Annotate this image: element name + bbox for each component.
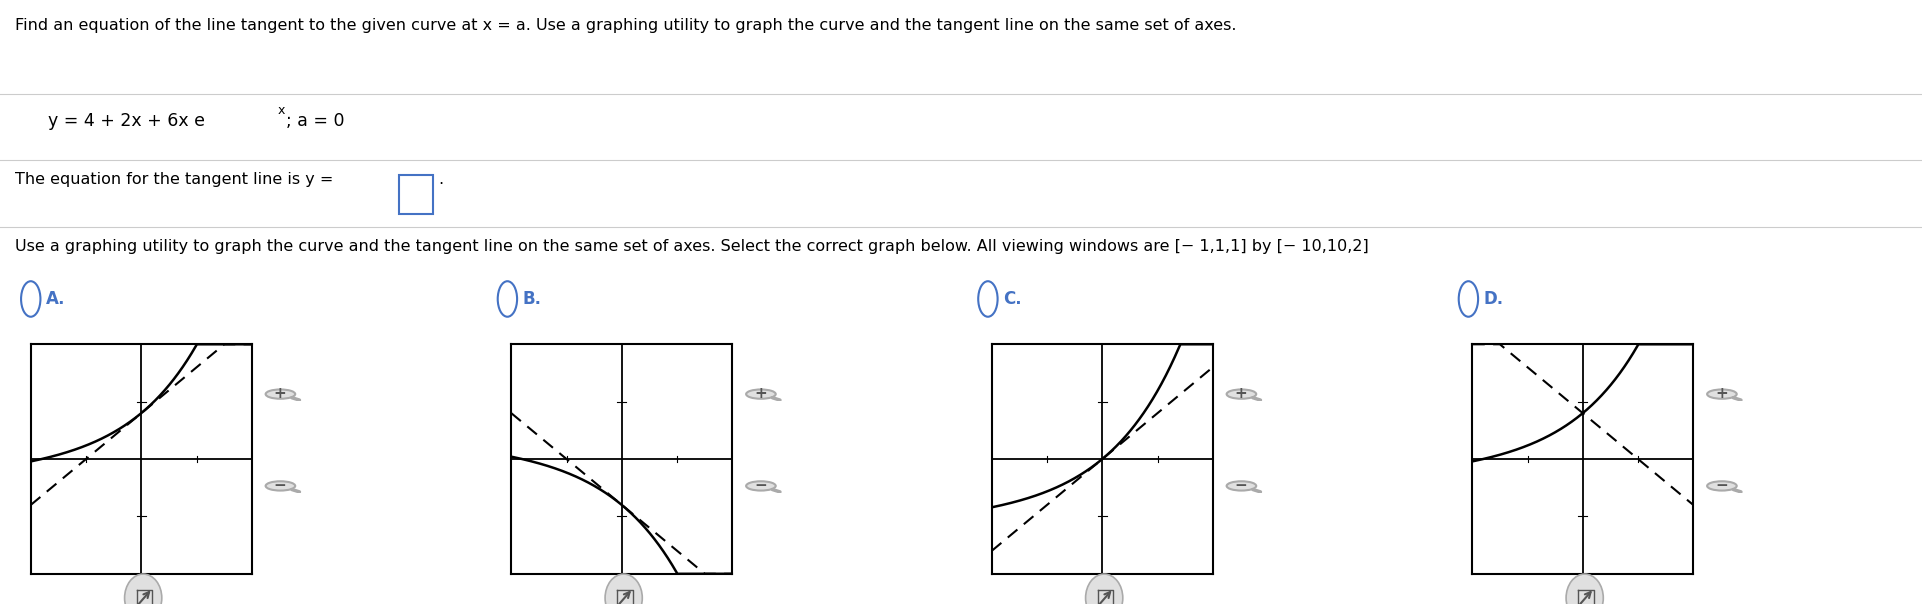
Circle shape: [1707, 390, 1737, 399]
Circle shape: [1226, 481, 1257, 490]
Text: −: −: [273, 478, 286, 493]
Text: Find an equation of the line tangent to the given curve at x = a. Use a graphing: Find an equation of the line tangent to …: [15, 18, 1238, 33]
Text: Use a graphing utility to graph the curve and the tangent line on the same set o: Use a graphing utility to graph the curv…: [15, 239, 1368, 254]
Text: B.: B.: [523, 290, 542, 308]
Text: C.: C.: [1003, 290, 1023, 308]
Circle shape: [265, 390, 296, 399]
Text: −: −: [1714, 478, 1728, 493]
Text: A.: A.: [46, 290, 65, 308]
Text: .: .: [438, 172, 444, 187]
Text: x: x: [279, 104, 284, 117]
Text: −: −: [1234, 478, 1247, 493]
Circle shape: [1566, 574, 1603, 604]
Circle shape: [605, 574, 642, 604]
Text: +: +: [273, 387, 286, 401]
Text: The equation for the tangent line is y =: The equation for the tangent line is y =: [15, 172, 334, 187]
Text: y = 4 + 2x + 6x e: y = 4 + 2x + 6x e: [48, 112, 206, 130]
Circle shape: [265, 481, 296, 490]
Circle shape: [1707, 481, 1737, 490]
Circle shape: [125, 574, 161, 604]
Text: +: +: [753, 387, 767, 401]
Circle shape: [746, 390, 776, 399]
Circle shape: [1226, 390, 1257, 399]
Text: ; a = 0: ; a = 0: [286, 112, 344, 130]
Text: +: +: [1714, 387, 1728, 401]
Text: +: +: [1234, 387, 1247, 401]
Circle shape: [1086, 574, 1122, 604]
Text: D.: D.: [1484, 290, 1503, 308]
Text: −: −: [753, 478, 767, 493]
Circle shape: [746, 481, 776, 490]
